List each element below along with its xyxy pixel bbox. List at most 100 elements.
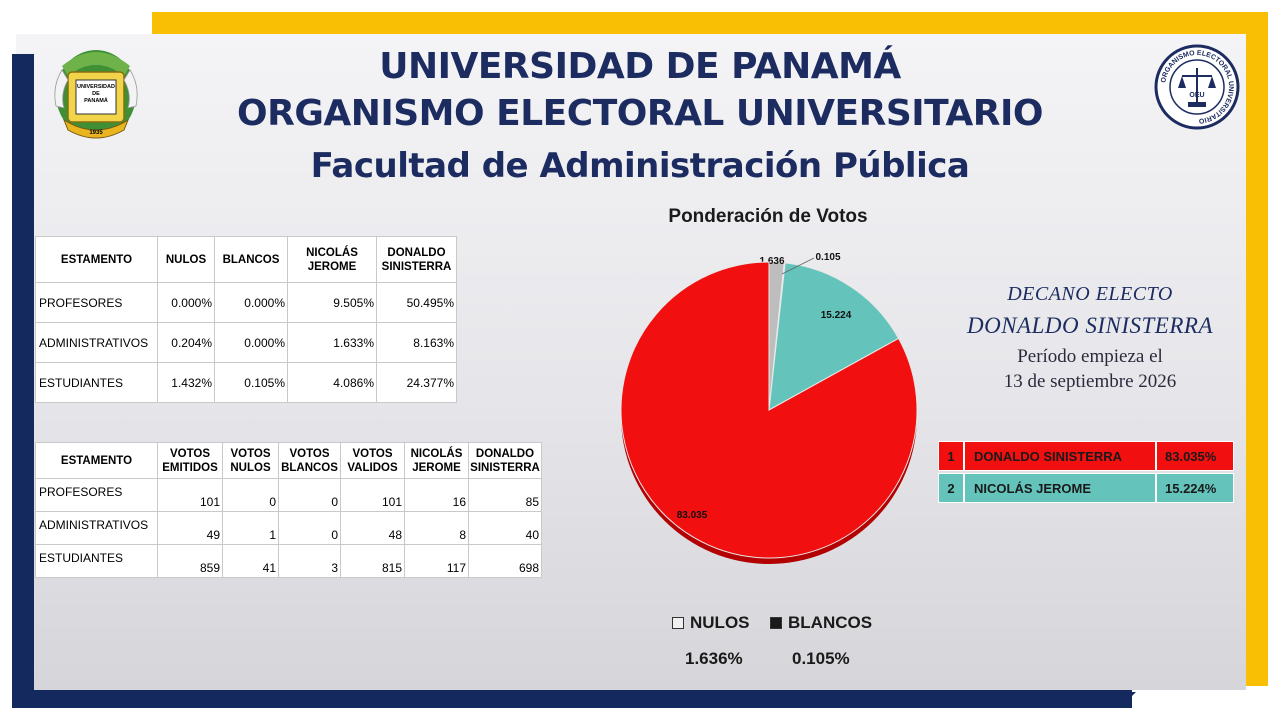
- table-cell: 101: [157, 478, 223, 512]
- table-cell: 1: [222, 511, 279, 545]
- ranking-name: NICOLÁS JEROME: [964, 473, 1156, 503]
- legend-value-blancos: 0.105%: [792, 649, 850, 668]
- column-header: NICOLÁS JEROME: [287, 236, 377, 283]
- legend-item-blancos: BLANCOS: [770, 613, 872, 633]
- elect-heading: DECANO ELECTO: [1007, 283, 1173, 305]
- table-cell: 815: [340, 544, 405, 578]
- table-cell: 698: [468, 544, 542, 578]
- seal-text-1: UNIVERSIDAD: [77, 84, 115, 90]
- column-header: NULOS: [157, 236, 215, 283]
- column-header: VOTOS VALIDOS: [340, 442, 405, 479]
- table-row: PROFESORES 0.000% 0.000% 9.505% 50.495%: [35, 282, 457, 323]
- table-cell: 0: [278, 478, 341, 512]
- ranking-percent: 15.224%: [1156, 473, 1234, 503]
- ranking-row-1: 1 DONALDO SINISTERRA 83.035%: [938, 441, 1234, 471]
- seal-year: 1935: [89, 130, 103, 136]
- header-title-faculty: Facultad de Administración Pública: [310, 146, 970, 186]
- table-cell: 85: [468, 478, 542, 512]
- pie-leader-line: [781, 257, 815, 275]
- frame-gold-top: [152, 12, 1268, 34]
- table-cell: ADMINISTRATIVOS: [35, 511, 158, 545]
- table-cell: 3: [278, 544, 341, 578]
- ranking-percent: 83.035%: [1156, 441, 1234, 471]
- table-row: ADMINISTRATIVOS 49 1 0 48 8 40: [35, 511, 542, 545]
- pie-data-label: 83.035: [677, 510, 708, 521]
- table-cell: 0.000%: [214, 322, 288, 363]
- column-header: VOTOS NULOS: [222, 442, 279, 479]
- column-header: BLANCOS: [214, 236, 288, 283]
- ranking-row-2: 2 NICOLÁS JEROME 15.224%: [938, 473, 1234, 503]
- table-cell: 117: [404, 544, 469, 578]
- weighted-percent-table: ESTAMENTO NULOS BLANCOS NICOLÁS JEROME D…: [35, 236, 457, 403]
- legend-swatch-blancos: [770, 617, 782, 629]
- seal-text-2: DE: [92, 91, 100, 97]
- pie-data-label: 1.636: [759, 256, 784, 267]
- legend-item-nulos: NULOS: [672, 613, 750, 633]
- chart-title: Ponderación de Votos: [668, 206, 868, 227]
- table-row: ESTUDIANTES 859 41 3 815 117 698: [35, 544, 542, 578]
- frame-navy-corner: [1120, 692, 1136, 708]
- elect-name: DONALDO SINISTERRA: [966, 313, 1214, 338]
- table-cell: 0: [222, 478, 279, 512]
- table-cell: 0.000%: [157, 282, 215, 323]
- table-header-row: ESTAMENTO NULOS BLANCOS NICOLÁS JEROME D…: [35, 236, 457, 283]
- table-cell: 8: [404, 511, 469, 545]
- column-header: ESTAMENTO: [35, 236, 158, 283]
- frame-gold-right: [1246, 12, 1268, 686]
- table-row: ESTUDIANTES 1.432% 0.105% 4.086% 24.377%: [35, 362, 457, 403]
- table-row: ADMINISTRATIVOS 0.204% 0.000% 1.633% 8.1…: [35, 322, 457, 363]
- table-cell: 8.163%: [376, 322, 457, 363]
- table-cell: 0: [278, 511, 341, 545]
- table-cell: 49: [157, 511, 223, 545]
- table-cell: 0.105%: [214, 362, 288, 403]
- legend-value-nulos: 1.636%: [685, 649, 743, 668]
- pie-data-label: 0.105: [815, 252, 840, 263]
- legend-label: BLANCOS: [788, 613, 873, 632]
- column-header: VOTOS EMITIDOS: [157, 442, 223, 479]
- column-header: VOTOS BLANCOS: [278, 442, 341, 479]
- pie-slice-nicol-s-jerome: [768, 262, 900, 411]
- table-cell: 859: [157, 544, 223, 578]
- pie-slice-donaldo-sinisterra: [620, 261, 918, 559]
- table-cell: PROFESORES: [35, 282, 158, 323]
- table-cell: 0.204%: [157, 322, 215, 363]
- table-cell: 40: [468, 511, 542, 545]
- frame-navy-left: [12, 54, 34, 708]
- elect-period-date: 13 de septiembre 2026: [1003, 371, 1177, 392]
- table-cell: PROFESORES: [35, 478, 158, 512]
- frame-navy-bottom: [12, 690, 1132, 708]
- pie-data-label: 15.224: [821, 310, 852, 321]
- column-header: NICOLÁS JEROME: [404, 442, 469, 479]
- ranking-name: DONALDO SINISTERRA: [964, 441, 1156, 471]
- ranking-position: 2: [938, 473, 964, 503]
- table-cell: 41: [222, 544, 279, 578]
- university-seal-logo: UNIVERSIDAD DE PANAMÁ 1935: [54, 50, 138, 139]
- table-cell: 50.495%: [376, 282, 457, 323]
- table-cell: 48: [340, 511, 405, 545]
- column-header: DONALDO SINISTERRA: [376, 236, 457, 283]
- table-row: PROFESORES 101 0 0 101 16 85: [35, 478, 542, 512]
- ranking-position: 1: [938, 441, 964, 471]
- table-cell: ESTUDIANTES: [35, 544, 158, 578]
- elect-period-line: Período empieza el: [1017, 346, 1163, 367]
- vote-count-table: ESTAMENTO VOTOS EMITIDOS VOTOS NULOS VOT…: [35, 442, 542, 578]
- table-cell: 9.505%: [287, 282, 377, 323]
- table-cell: 1.633%: [287, 322, 377, 363]
- table-cell: 101: [340, 478, 405, 512]
- column-header: ESTAMENTO: [35, 442, 158, 479]
- column-header: DONALDO SINISTERRA: [468, 442, 542, 479]
- table-cell: 16: [404, 478, 469, 512]
- table-cell: 1.432%: [157, 362, 215, 403]
- table-cell: 4.086%: [287, 362, 377, 403]
- table-cell: 24.377%: [376, 362, 457, 403]
- header-title-organism: ORGANISMO ELECTORAL UNIVERSITARIO: [237, 93, 1044, 134]
- seal-text-3: PANAMÁ: [84, 97, 108, 104]
- table-cell: 0.000%: [214, 282, 288, 323]
- legend-swatch-nulos: [672, 617, 684, 629]
- table-cell: ADMINISTRATIVOS: [35, 322, 158, 363]
- logo-initials: OEU: [1189, 92, 1204, 99]
- legend-label: NULOS: [690, 613, 750, 632]
- electoral-organism-logo: ORGANISMO ELECTORAL UNIVERSITARIO OEU: [1154, 44, 1240, 130]
- header-title-university: UNIVERSIDAD DE PANAMÁ: [379, 46, 901, 87]
- vote-weight-pie-chart: 1.636 0.105 15.224 83.035: [620, 252, 918, 564]
